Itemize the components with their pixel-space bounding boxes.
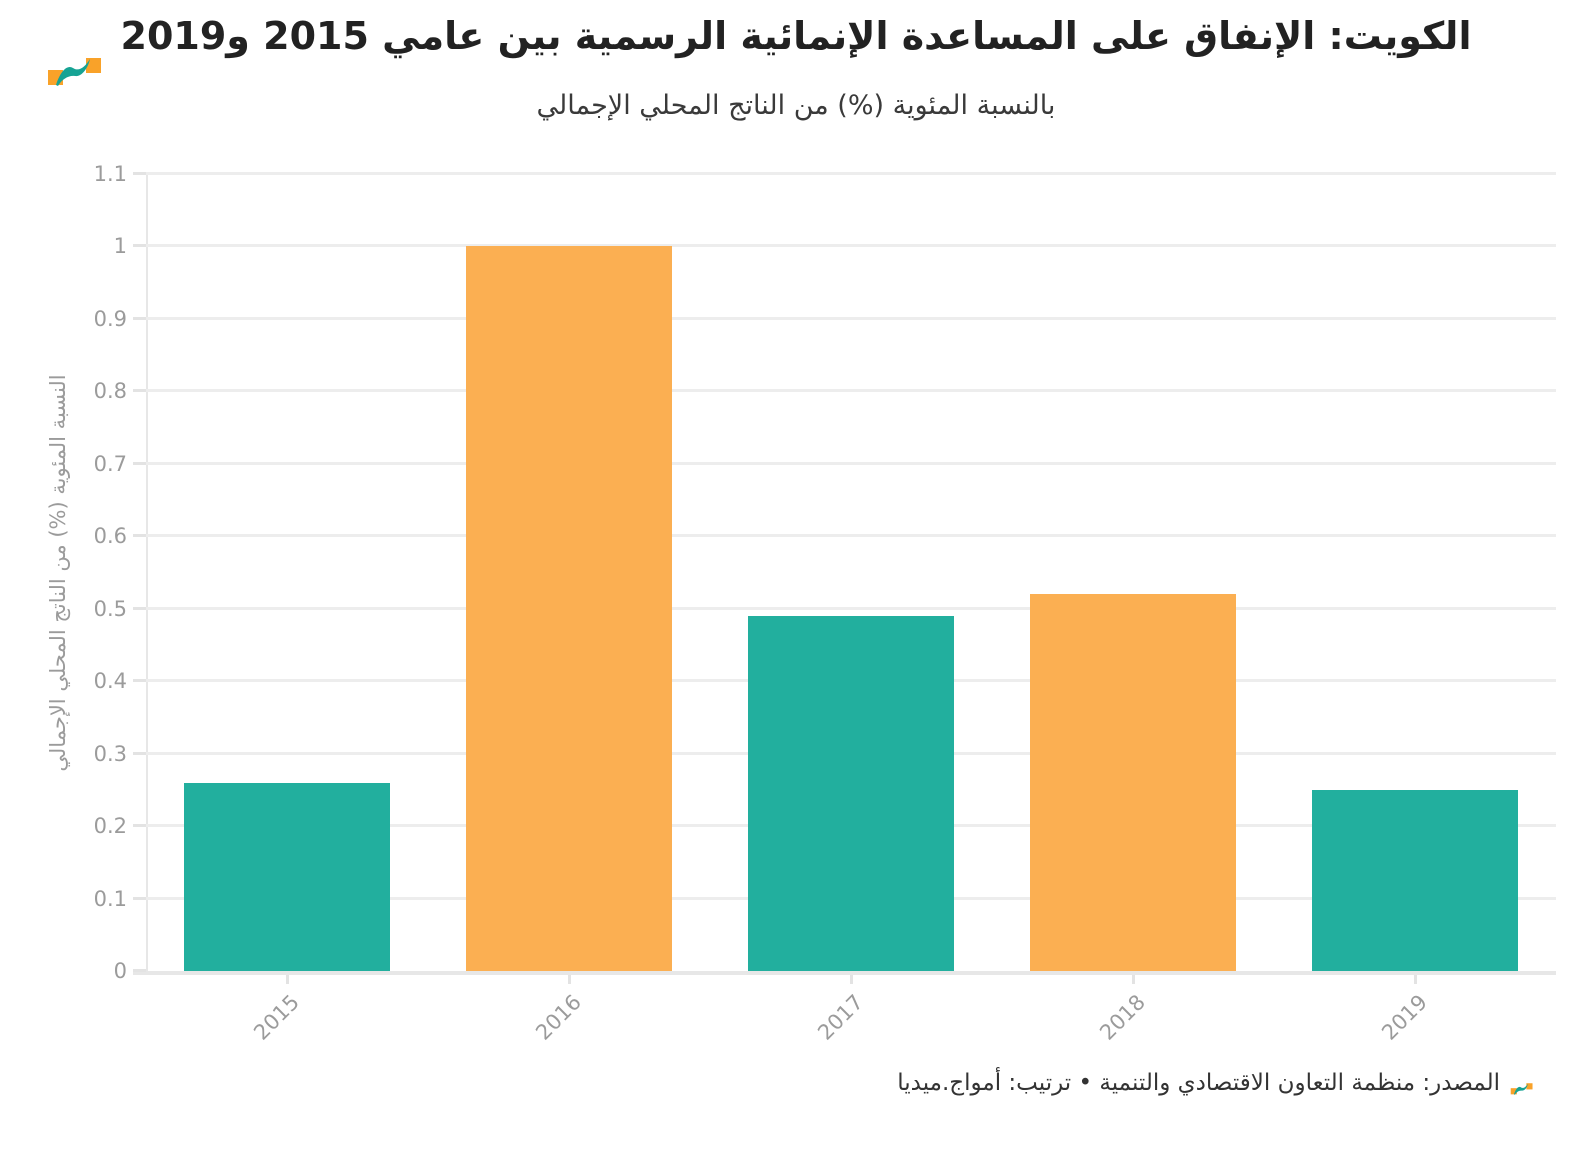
x-axis-line bbox=[133, 971, 1556, 975]
y-tick-label: 1 bbox=[113, 234, 127, 259]
gridline-0.6 bbox=[146, 534, 1556, 538]
gridline-0.5 bbox=[146, 606, 1556, 610]
x-tick-label: 2018 bbox=[1095, 990, 1150, 1045]
logo-square-left bbox=[1510, 1088, 1517, 1095]
gridline-1 bbox=[146, 244, 1556, 248]
y-tick bbox=[133, 824, 146, 828]
y-tick bbox=[133, 316, 146, 320]
chart-subtitle: بالنسبة المئوية (%) من الناتج المحلي الإ… bbox=[536, 90, 1056, 121]
y-tick-label: 0.3 bbox=[93, 741, 127, 766]
gridline-0.9 bbox=[146, 316, 1556, 320]
x-tick bbox=[1414, 975, 1417, 984]
y-tick bbox=[133, 244, 146, 248]
y-tick-label: 0.7 bbox=[93, 451, 127, 476]
amwaj-media-logo bbox=[44, 55, 102, 89]
y-tick bbox=[133, 461, 146, 465]
y-tick-label: 0.6 bbox=[93, 524, 127, 549]
bar-2015[interactable] bbox=[184, 782, 390, 971]
bar-2017[interactable] bbox=[748, 615, 954, 971]
footer: المصدر: منظمة التعاون الاقتصادي والتنمية… bbox=[897, 1070, 1533, 1096]
y-tick-label: 0.9 bbox=[93, 306, 127, 331]
y-tick bbox=[133, 606, 146, 610]
gridline-1.1 bbox=[146, 172, 1556, 175]
x-tick bbox=[850, 975, 853, 984]
y-tick bbox=[133, 896, 146, 900]
x-tick-label: 2019 bbox=[1377, 990, 1432, 1045]
y-tick-label: 0.5 bbox=[93, 596, 127, 621]
y-tick bbox=[133, 172, 146, 175]
y-tick-label: 0.1 bbox=[93, 886, 127, 911]
x-tick-label: 2015 bbox=[249, 990, 304, 1045]
y-tick-label: 0.4 bbox=[93, 669, 127, 694]
amwaj-media-logo-small bbox=[1509, 1076, 1533, 1095]
y-tick-label: 0.2 bbox=[93, 814, 127, 839]
x-tick-label: 2016 bbox=[531, 990, 586, 1045]
y-tick bbox=[133, 389, 146, 393]
x-tick bbox=[1132, 975, 1135, 984]
y-tick-label: 0.8 bbox=[93, 379, 127, 404]
bar-2018[interactable] bbox=[1030, 594, 1236, 971]
x-tick-label: 2017 bbox=[813, 990, 868, 1045]
y-axis-line bbox=[146, 174, 148, 971]
gridline-0.8 bbox=[146, 389, 1556, 393]
y-tick-label: 1.1 bbox=[93, 162, 127, 186]
chart-title: الكويت: الإنفاق على المساعدة الإنمائية ا… bbox=[120, 14, 1472, 58]
plot-area: 0 0.1 0.2 0.3 0.4 0.5 0.6 0.7 0.8 0.9 1 1.1 2015 2016… bbox=[94, 162, 1556, 1045]
bar-2019[interactable] bbox=[1312, 789, 1518, 971]
gridline-0.7 bbox=[146, 461, 1556, 465]
y-tick-label: 0 bbox=[113, 959, 127, 983]
x-tick bbox=[568, 975, 571, 984]
y-tick bbox=[133, 751, 146, 755]
bar-2016[interactable] bbox=[466, 246, 672, 971]
y-tick bbox=[133, 534, 146, 538]
y-tick bbox=[133, 679, 146, 683]
logo-square-right bbox=[1526, 1083, 1533, 1090]
x-tick bbox=[286, 975, 289, 984]
logo-square-right bbox=[86, 58, 101, 73]
source-text: المصدر: منظمة التعاون الاقتصادي والتنمية… bbox=[897, 1070, 1500, 1096]
y-tick bbox=[133, 969, 146, 972]
y-axis-title: النسبة المئوية (%) من الناتج المحلي الإج… bbox=[46, 374, 70, 772]
logo-wave bbox=[1514, 1083, 1528, 1095]
logo-wave bbox=[56, 59, 90, 86]
